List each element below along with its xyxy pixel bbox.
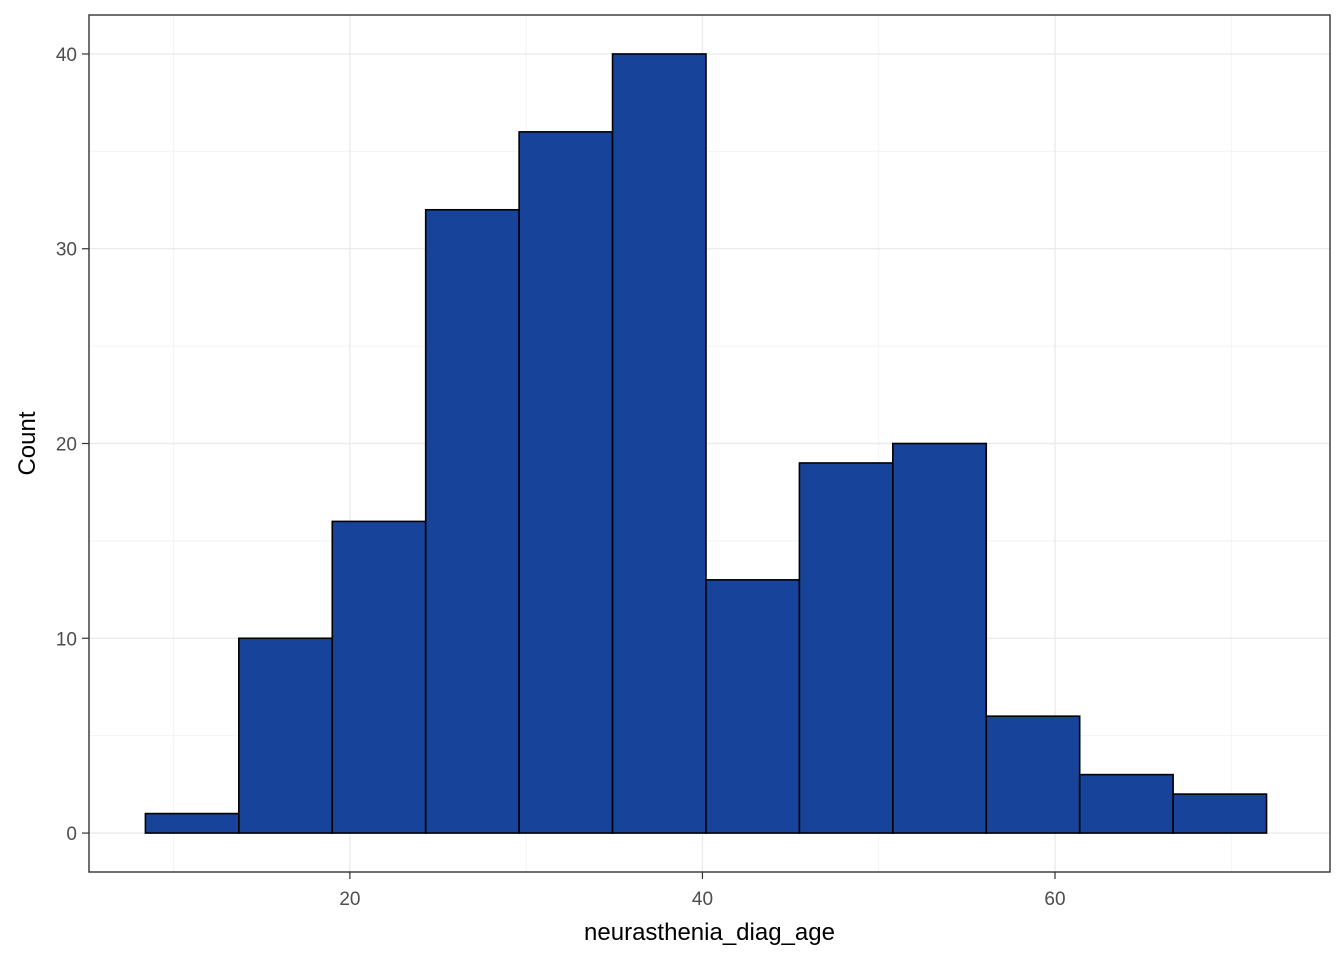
- x-axis-title: neurasthenia_diag_age: [584, 919, 835, 946]
- x-tick-label: 40: [692, 889, 713, 910]
- x-tick-label: 20: [339, 889, 360, 910]
- histogram-bar: [985, 715, 1081, 834]
- histogram-bar: [1172, 793, 1268, 834]
- histogram-bar: [238, 637, 334, 834]
- x-tick-label: 60: [1044, 889, 1065, 910]
- y-tick-label: 10: [56, 629, 77, 650]
- y-tick-label: 30: [56, 240, 77, 261]
- histogram-bar: [705, 579, 801, 834]
- y-tick-label: 40: [56, 45, 77, 66]
- histogram-bar: [518, 131, 614, 834]
- axis-ticks: 20 40 60 0 10 20 30 40: [56, 45, 1066, 910]
- y-tick-label: 20: [56, 435, 77, 456]
- histogram-bar: [798, 462, 894, 834]
- histogram-bar: [1078, 773, 1174, 834]
- histogram-bar: [892, 442, 988, 834]
- histogram-bars: [144, 53, 1268, 834]
- histogram-bar: [331, 520, 427, 834]
- y-tick-label: 0: [66, 824, 77, 845]
- histogram-bar: [611, 53, 707, 834]
- histogram-bar: [144, 812, 240, 834]
- y-axis-title: Count: [14, 411, 41, 475]
- histogram-bar: [424, 208, 520, 834]
